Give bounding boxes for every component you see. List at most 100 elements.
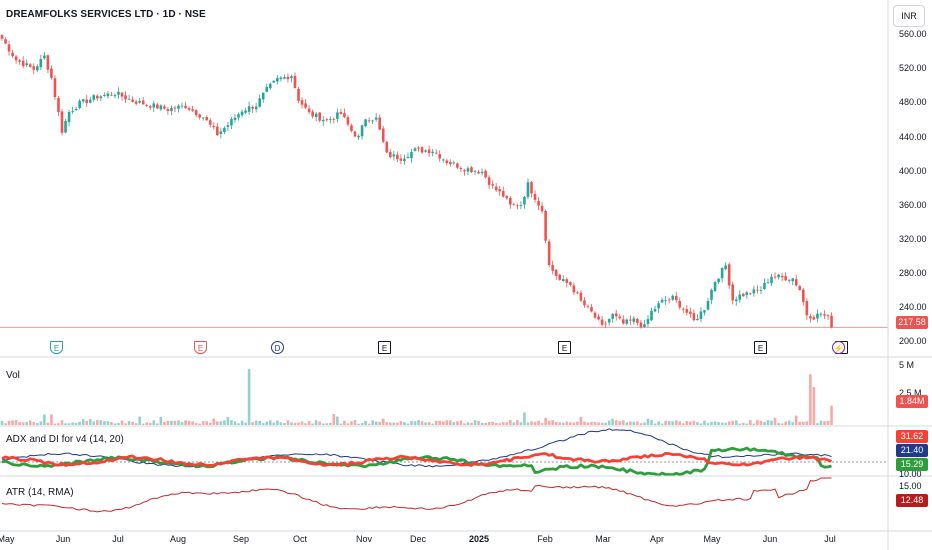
candle	[11, 49, 14, 58]
volume-bar	[311, 423, 314, 425]
candle	[134, 99, 138, 106]
time-tick-label: Nov	[355, 534, 373, 544]
volume-bar	[57, 423, 60, 425]
candle	[773, 272, 777, 280]
candle	[798, 284, 802, 291]
earnings-box-icon[interactable]: E	[378, 341, 391, 354]
candle	[660, 297, 664, 304]
candle	[367, 117, 371, 123]
candle	[498, 185, 502, 196]
candle	[406, 152, 410, 159]
dividend-circle-icon[interactable]: D	[271, 341, 284, 354]
candle	[441, 158, 445, 163]
candle	[71, 106, 74, 114]
atr-line	[1, 477, 832, 513]
candle	[509, 196, 512, 209]
volume-bar	[208, 422, 212, 425]
candle	[290, 74, 293, 83]
volume-bar	[325, 423, 329, 425]
candle	[92, 94, 96, 103]
volume-bar	[784, 421, 787, 425]
candle	[826, 313, 830, 320]
volume-bar	[212, 418, 216, 425]
candle	[247, 101, 251, 115]
volume-bar	[692, 420, 696, 425]
volume-bar	[141, 423, 145, 425]
candle	[424, 149, 427, 153]
last-volume-tag: 1.84M	[896, 395, 928, 408]
volume-bar	[378, 421, 382, 425]
candle	[43, 52, 46, 60]
candle	[766, 278, 770, 284]
volume-bar	[276, 420, 279, 425]
volume-bar	[371, 420, 374, 425]
volume-bar	[406, 423, 410, 425]
candle	[381, 125, 385, 144]
volume-bar	[678, 421, 682, 425]
volume-tick-5m: 5 M	[899, 360, 915, 370]
volume-bar	[360, 423, 364, 425]
earnings-box-icon[interactable]: E	[754, 341, 767, 354]
price-tick-label: 400.00	[899, 165, 927, 176]
volume-bar	[74, 423, 78, 425]
volume-bar	[417, 420, 420, 425]
volume-bar	[664, 420, 667, 425]
candle	[752, 285, 756, 297]
volume-bar	[156, 423, 159, 425]
candle	[501, 186, 505, 198]
earnings-shield-icon[interactable]: E	[50, 341, 63, 354]
volume-bar	[71, 422, 74, 425]
candle	[163, 104, 166, 110]
volume-bar	[159, 416, 163, 425]
candle	[597, 314, 600, 321]
candle	[678, 297, 682, 310]
candle	[438, 150, 442, 162]
candle	[96, 94, 99, 102]
volume-bar	[749, 420, 752, 425]
candle	[805, 298, 809, 320]
volume-bar	[198, 423, 201, 425]
candle	[389, 148, 392, 159]
volume-bar	[561, 422, 565, 425]
candle	[219, 127, 223, 139]
volume-bar	[494, 422, 498, 425]
candle	[392, 150, 396, 161]
candle	[706, 297, 710, 311]
candle	[208, 117, 212, 128]
currency-button[interactable]: INR	[893, 5, 925, 27]
volume-bar	[689, 421, 692, 425]
volume-bar	[374, 421, 378, 425]
price-tick-label: 240.00	[899, 302, 927, 313]
volume-bar	[244, 422, 247, 425]
candle	[710, 288, 713, 305]
candle	[25, 59, 29, 68]
volume-bar	[636, 421, 639, 425]
candle	[452, 160, 456, 166]
volume-bar	[470, 422, 473, 425]
volume-bar	[674, 420, 678, 425]
earnings-box-icon[interactable]: E	[558, 341, 571, 354]
candle	[689, 307, 692, 319]
candle	[692, 309, 696, 322]
candle	[537, 197, 540, 210]
volume-bar	[727, 421, 731, 425]
volume-bar	[81, 419, 85, 425]
volume-bar	[293, 422, 297, 425]
volume-bar	[491, 421, 494, 425]
lightning-icon[interactable]: ⚡	[832, 341, 845, 354]
candle	[67, 109, 71, 127]
volume-bar	[819, 420, 823, 425]
candle	[106, 91, 110, 99]
volume-bar	[717, 422, 720, 425]
candle	[272, 80, 276, 84]
candle	[318, 112, 321, 123]
candle	[696, 314, 699, 321]
earnings-shield-icon[interactable]: E	[194, 341, 207, 354]
volume-bar	[88, 419, 92, 425]
price-tick-label: 320.00	[899, 234, 927, 244]
candle	[371, 119, 374, 125]
volume-bar	[7, 420, 11, 425]
candle	[191, 105, 194, 112]
volume-bar	[403, 422, 406, 425]
